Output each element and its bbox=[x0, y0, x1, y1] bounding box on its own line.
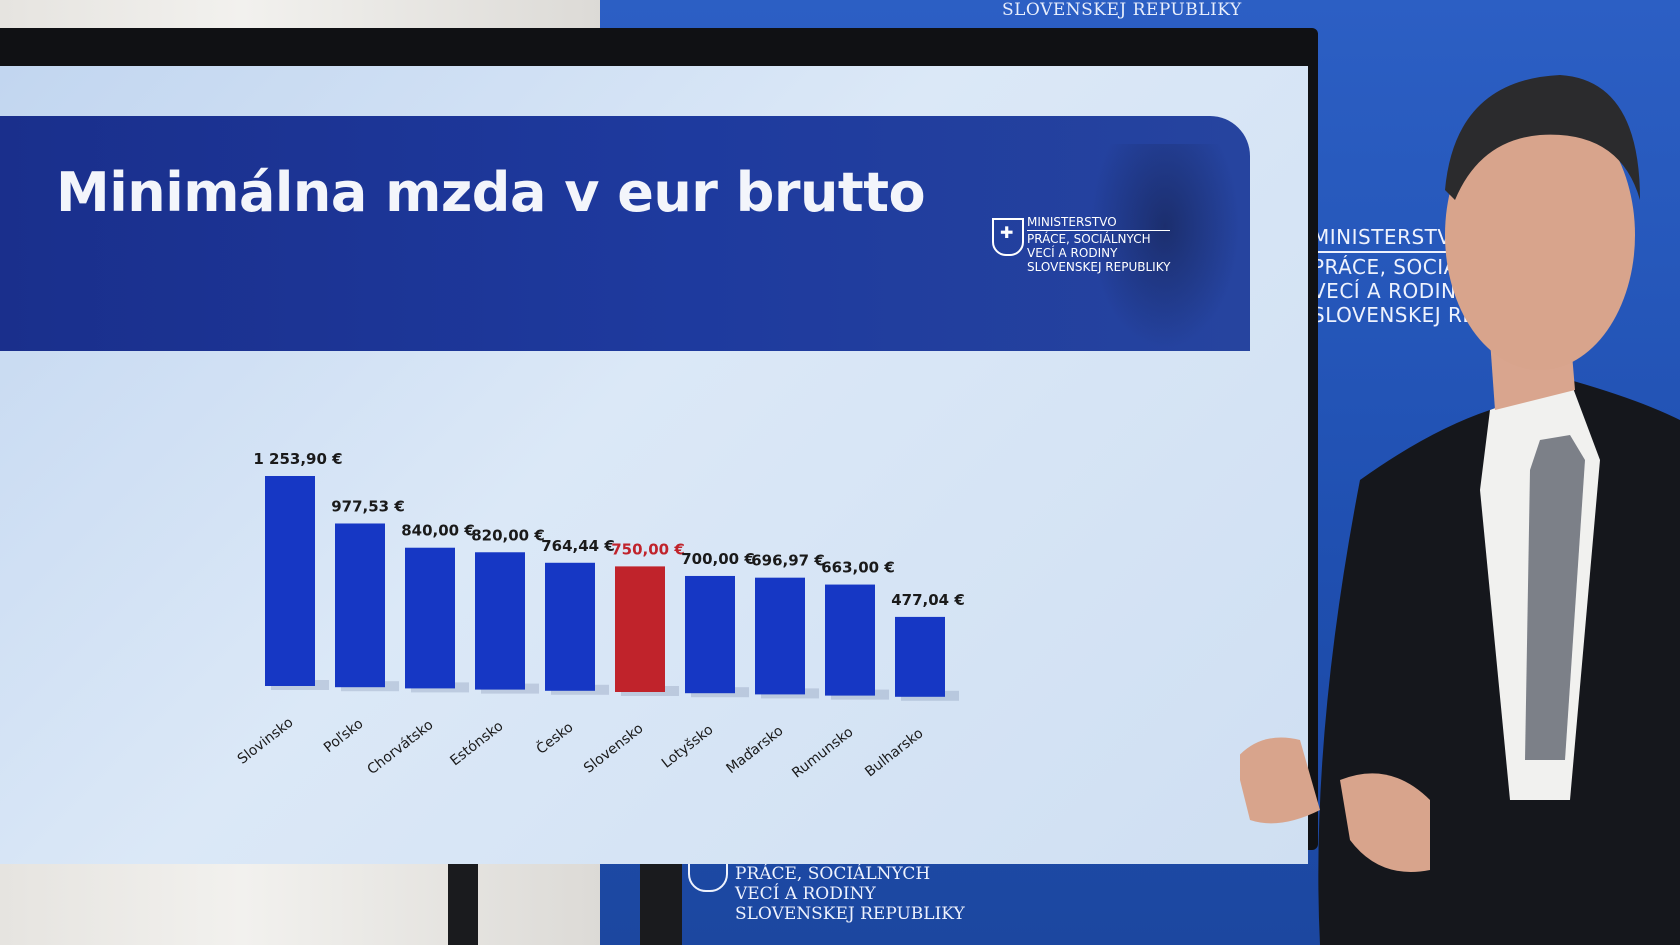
bar-česko bbox=[545, 562, 595, 691]
category-label: Estónsko bbox=[447, 718, 506, 769]
logo-line: VECÍ A RODINY bbox=[1027, 246, 1118, 260]
data-label: 700,00 € bbox=[681, 550, 755, 568]
category-label: Rumunsko bbox=[789, 724, 856, 781]
monitor-stand-left bbox=[448, 850, 478, 945]
data-label: 696,97 € bbox=[751, 552, 825, 570]
backdrop-ministry-text: MINISTERSTVO PRÁCE, SOCIÁL VECÍ A RODINY… bbox=[1312, 225, 1489, 327]
speaker-hand-right bbox=[1340, 773, 1430, 872]
data-label: 977,53 € bbox=[331, 497, 405, 515]
slide-banner bbox=[0, 116, 1250, 351]
data-label: 1 253,90 € bbox=[253, 450, 342, 468]
backdrop-bottom-line: SLOVENSKEJ REPUBLIKY bbox=[735, 904, 965, 924]
data-label: 750,00 € bbox=[611, 540, 685, 558]
backdrop-bottom-line: PRÁCE, SOCIÁLNYCH bbox=[735, 864, 931, 884]
category-label: Bulharsko bbox=[862, 725, 926, 780]
ministry-logo-text: MINISTERSTVO PRÁCE, SOCIÁLNYCH VECÍ A RO… bbox=[1027, 215, 1171, 274]
data-label: 663,00 € bbox=[821, 559, 895, 577]
bar-bulharsko bbox=[895, 616, 945, 697]
category-label: Slovensko bbox=[581, 721, 646, 777]
category-label: Česko bbox=[532, 718, 576, 758]
backdrop-right-line: SLOVENSKEJ REP bbox=[1312, 303, 1489, 327]
speaker-person bbox=[1240, 75, 1680, 945]
bar-chorvátsko bbox=[405, 547, 455, 689]
backdrop-right-line: MINISTERSTVO bbox=[1312, 225, 1489, 253]
data-label: 764,44 € bbox=[541, 537, 615, 555]
bar-rumunsko bbox=[825, 584, 875, 696]
category-label: Poľsko bbox=[321, 716, 366, 756]
tv-monitor: Minimálna mzda v eur brutto MINISTERSTVO… bbox=[0, 28, 1318, 864]
backdrop-top-text: SLOVENSKEJ REPUBLIKY bbox=[1002, 0, 1242, 20]
category-label: Lotyšsko bbox=[659, 722, 717, 772]
presentation-slide: Minimálna mzda v eur brutto MINISTERSTVO… bbox=[0, 66, 1308, 864]
category-label: Chorvátsko bbox=[365, 717, 437, 778]
backdrop-bottom-text: PRÁCE, SOCIÁLNYCH VECÍ A RODINY SLOVENSK… bbox=[735, 864, 965, 924]
logo-line: MINISTERSTVO bbox=[1027, 215, 1171, 231]
monitor-stand-right bbox=[640, 850, 682, 945]
bar-estónsko bbox=[475, 552, 525, 690]
bar-maďarsko bbox=[755, 577, 805, 695]
logo-line: PRÁCE, SOCIÁLNYCH bbox=[1027, 232, 1151, 246]
category-label: Maďarsko bbox=[724, 723, 787, 777]
data-label: 840,00 € bbox=[401, 522, 475, 540]
backdrop-right-line: VECÍ A RODINY bbox=[1312, 279, 1470, 303]
bar-poľsko bbox=[335, 523, 385, 688]
speaker-head bbox=[1445, 100, 1635, 370]
speaker-hair bbox=[1445, 75, 1640, 200]
category-label: Slovinsko bbox=[235, 715, 297, 768]
slide-title: Minimálna mzda v eur brutto bbox=[56, 161, 926, 224]
bar-slovinsko bbox=[265, 476, 315, 686]
backdrop-right-line: PRÁCE, SOCIÁL bbox=[1312, 255, 1470, 279]
logo-line: SLOVENSKEJ REPUBLIKY bbox=[1027, 260, 1171, 274]
bar-lotyšsko bbox=[685, 575, 735, 694]
data-label: 820,00 € bbox=[471, 526, 545, 544]
reflection-shadow bbox=[1090, 144, 1240, 349]
backdrop-bottom-line: VECÍ A RODINY bbox=[735, 884, 876, 904]
speaker-hand-left bbox=[1240, 737, 1320, 824]
ministry-logo-icon bbox=[992, 218, 1024, 256]
bar-chart: 1 253,90 € Slovinsko 977,53 € Poľsko 840,00 … bbox=[235, 450, 965, 782]
speaker-tie bbox=[1525, 435, 1585, 760]
data-label: 477,04 € bbox=[891, 591, 965, 609]
bar-slovensko bbox=[615, 566, 665, 692]
